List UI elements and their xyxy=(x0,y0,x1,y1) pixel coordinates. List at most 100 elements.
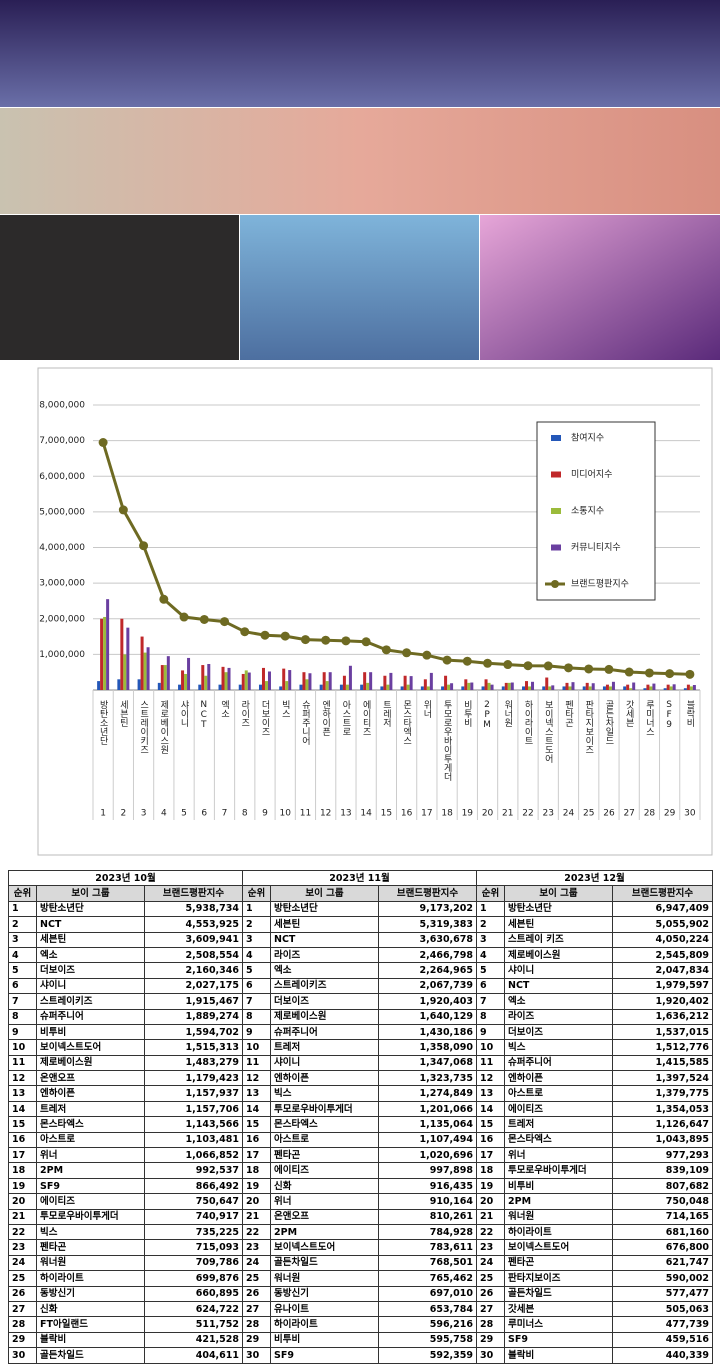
bar xyxy=(227,667,231,690)
group-name: 워너원 xyxy=(504,1208,613,1225)
group-name: 세븐틴 xyxy=(504,916,613,933)
bar xyxy=(692,685,696,690)
rank: 27 xyxy=(476,1300,505,1318)
brand-index: 660,895 xyxy=(144,1285,243,1302)
rank: 9 xyxy=(8,1023,37,1041)
bar xyxy=(470,682,474,690)
legend-swatch xyxy=(551,544,561,551)
bar xyxy=(501,686,505,690)
photo xyxy=(240,215,479,360)
legend-label: 소통지수 xyxy=(571,506,604,517)
rank: 28 xyxy=(476,1316,505,1333)
rank: 2 xyxy=(8,916,37,933)
group-name: 하이라이트 xyxy=(504,1223,613,1241)
table-row: 11 제로베이스원 1,483,279 11 샤이니 1,347,068 11 슈퍼주니어 1,… xyxy=(8,1054,713,1072)
rank: 18 xyxy=(242,1162,271,1179)
bar xyxy=(146,647,150,690)
x-tick-label: 방탄소년단 xyxy=(98,700,108,745)
group-name: 더보이즈 xyxy=(270,993,379,1010)
x-tick-label: 2PM xyxy=(482,700,492,730)
column-header: 브랜드평판지수 xyxy=(144,885,243,902)
bar xyxy=(140,636,144,690)
group-name: 골든차일드 xyxy=(270,1254,379,1272)
table-row: 22 빅스 735,225 22 2PM 784,928 22 하이라이트 681,160 xyxy=(8,1223,713,1241)
bar xyxy=(204,675,208,690)
bar xyxy=(120,618,124,690)
x-tick-label: 슈퍼주니어 xyxy=(300,700,310,746)
bar xyxy=(582,686,586,690)
brand-index: 1,594,702 xyxy=(144,1023,243,1041)
group-name: SF9 xyxy=(36,1177,145,1195)
brand-index: 653,784 xyxy=(378,1300,477,1318)
group-name: 2PM xyxy=(36,1162,145,1179)
bar xyxy=(545,677,549,690)
month-row: 2023년 10월 2023년 11월 2023년 12월 xyxy=(8,869,713,887)
x-tick-number: 26 xyxy=(603,809,615,819)
table-row: 8 슈퍼주니어 1,889,274 8 제로베이스원 1,640,129 8 라이즈 1,636… xyxy=(8,1008,713,1025)
bar xyxy=(626,684,630,690)
bar xyxy=(267,671,271,690)
brand-index: 2,466,798 xyxy=(378,946,477,964)
bar xyxy=(548,686,552,690)
rank: 29 xyxy=(476,1331,505,1349)
rank: 8 xyxy=(476,1008,505,1025)
rank: 12 xyxy=(8,1070,37,1087)
table-row: 5 더보이즈 2,160,346 5 엑소 2,264,965 5 샤이니 2,047,834 xyxy=(8,962,713,979)
x-tick-number: 21 xyxy=(502,809,513,819)
brand-index: 621,747 xyxy=(612,1254,713,1272)
rank: 28 xyxy=(242,1316,271,1333)
brand-index: 784,928 xyxy=(378,1223,477,1241)
bar xyxy=(652,683,656,690)
brand-index: 750,647 xyxy=(144,1193,243,1210)
x-tick-number: 18 xyxy=(441,809,453,819)
rank: 22 xyxy=(476,1223,505,1241)
group-name: 2PM xyxy=(504,1193,613,1210)
brand-index: 1,126,647 xyxy=(612,1116,713,1133)
bar xyxy=(562,686,566,690)
brand-index: 404,611 xyxy=(144,1347,243,1364)
line-marker xyxy=(199,614,209,624)
brand-index: 1,430,186 xyxy=(378,1023,477,1041)
brand-index: 997,898 xyxy=(378,1162,477,1179)
x-tick-label: 아스트로 xyxy=(340,700,350,736)
group-name: SF9 xyxy=(504,1331,613,1349)
group-name: 위너 xyxy=(270,1193,379,1210)
brand-index: 1,201,066 xyxy=(378,1100,477,1118)
line-marker xyxy=(584,664,594,674)
brand-index: 1,043,895 xyxy=(612,1131,713,1149)
x-tick-number: 11 xyxy=(300,809,311,819)
column-header: 보이 그룹 xyxy=(36,885,145,902)
group-name: 더보이즈 xyxy=(36,962,145,979)
group-name: FT아일랜드 xyxy=(36,1316,145,1333)
rank: 12 xyxy=(242,1070,271,1087)
bar xyxy=(201,665,205,690)
group-name: 몬스타엑스 xyxy=(270,1116,379,1133)
bar xyxy=(207,663,211,690)
brand-index: 1,274,849 xyxy=(378,1085,477,1102)
bar xyxy=(605,684,609,690)
brand-index: 1,915,467 xyxy=(144,993,243,1010)
group-name: 방탄소년단 xyxy=(36,900,145,918)
rank: 5 xyxy=(476,962,505,979)
rank: 29 xyxy=(8,1331,37,1349)
x-tick-label: 스트레이키즈 xyxy=(138,700,148,754)
line-marker xyxy=(402,648,412,658)
rank: 26 xyxy=(476,1285,505,1302)
brand-index: 1,107,494 xyxy=(378,1131,477,1149)
group-name: 유나이트 xyxy=(270,1300,379,1318)
group-name: 아스트로 xyxy=(36,1131,145,1149)
bar xyxy=(380,686,384,690)
line-marker xyxy=(442,655,452,665)
bar xyxy=(487,682,491,690)
x-tick-label: 판타지보이즈 xyxy=(583,700,593,754)
ranking-table: 2023년 10월 2023년 11월 2023년 12월 순위 보이 그룹 브랜드평판지… xyxy=(8,869,713,1364)
rank: 13 xyxy=(242,1085,271,1102)
legend-swatch xyxy=(551,508,561,514)
brand-index: 1,636,212 xyxy=(612,1008,713,1025)
line-marker xyxy=(543,661,553,671)
brand-index: 810,261 xyxy=(378,1208,477,1225)
rank: 21 xyxy=(476,1208,505,1225)
bar xyxy=(302,672,306,690)
rank: 18 xyxy=(8,1162,37,1179)
